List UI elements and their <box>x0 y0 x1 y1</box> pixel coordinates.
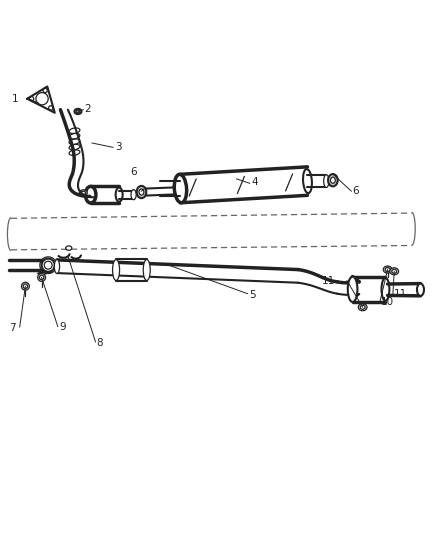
Ellipse shape <box>39 275 44 280</box>
Ellipse shape <box>348 277 357 302</box>
Ellipse shape <box>303 169 312 193</box>
Ellipse shape <box>139 189 144 195</box>
Text: 7: 7 <box>9 323 15 333</box>
Text: 4: 4 <box>251 177 258 188</box>
Ellipse shape <box>79 190 87 196</box>
Ellipse shape <box>116 188 123 202</box>
Ellipse shape <box>76 110 80 113</box>
Text: 8: 8 <box>96 338 103 348</box>
Ellipse shape <box>85 187 96 203</box>
Ellipse shape <box>392 269 396 273</box>
Text: 5: 5 <box>249 289 255 300</box>
Ellipse shape <box>358 304 367 311</box>
Text: 11: 11 <box>394 289 407 299</box>
Text: 9: 9 <box>59 322 66 332</box>
Ellipse shape <box>137 186 146 198</box>
Ellipse shape <box>324 175 329 188</box>
Ellipse shape <box>174 174 187 203</box>
Ellipse shape <box>417 284 424 296</box>
Text: 2: 2 <box>85 104 91 114</box>
Ellipse shape <box>23 284 28 288</box>
Ellipse shape <box>38 273 46 281</box>
Ellipse shape <box>143 260 150 280</box>
Text: 1: 1 <box>12 94 18 104</box>
Ellipse shape <box>131 190 136 200</box>
Ellipse shape <box>381 278 389 301</box>
Ellipse shape <box>390 268 399 275</box>
Ellipse shape <box>383 266 392 273</box>
Text: 6: 6 <box>352 186 359 196</box>
Ellipse shape <box>21 282 29 290</box>
Text: 10: 10 <box>381 297 394 308</box>
Ellipse shape <box>330 177 336 183</box>
Ellipse shape <box>360 305 365 309</box>
Ellipse shape <box>328 174 338 187</box>
Text: 6: 6 <box>131 167 137 177</box>
Text: 11: 11 <box>322 276 336 286</box>
Ellipse shape <box>113 260 120 280</box>
Ellipse shape <box>81 191 85 195</box>
Ellipse shape <box>54 260 60 273</box>
Ellipse shape <box>385 268 390 271</box>
Text: 3: 3 <box>115 142 121 152</box>
